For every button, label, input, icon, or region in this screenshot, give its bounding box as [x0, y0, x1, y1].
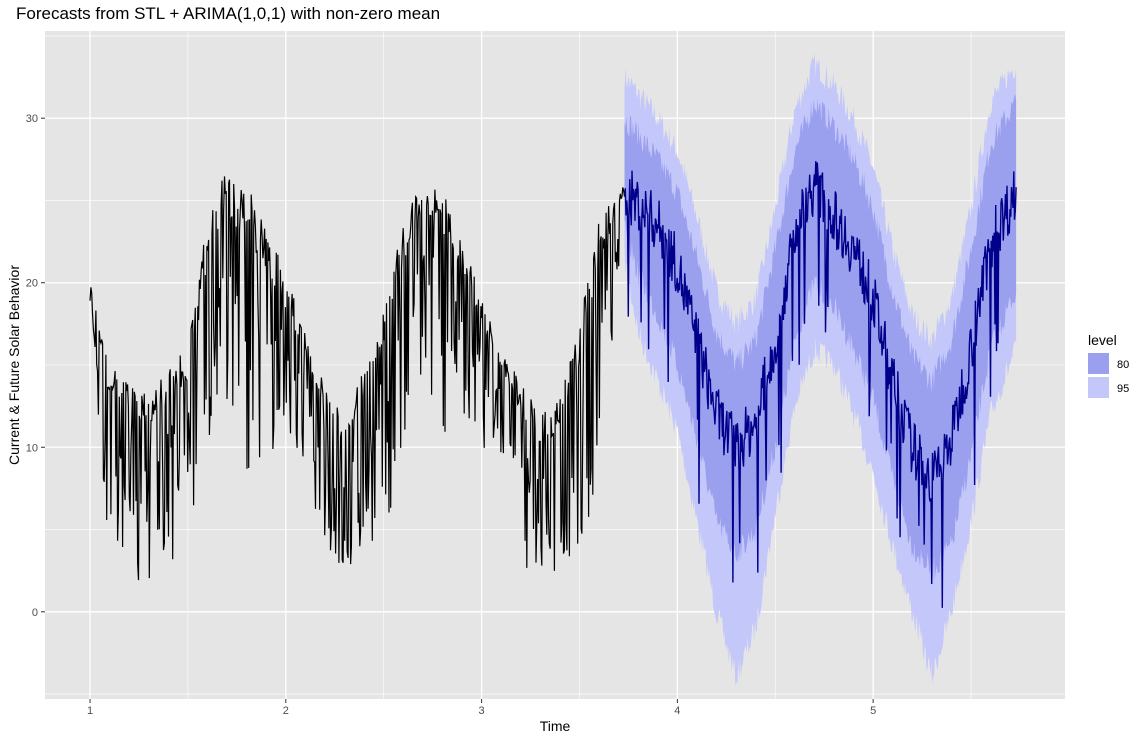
x-tick-label: 2: [283, 705, 289, 717]
axis-ticks: 1 2 3 4 5 0 10 20 30: [26, 113, 876, 717]
legend-label-80: 80: [1117, 359, 1129, 371]
legend-label-95: 95: [1117, 383, 1129, 395]
legend: level 80 95: [1088, 332, 1129, 398]
y-tick-label: 20: [26, 278, 38, 290]
y-tick-label: 0: [32, 607, 38, 619]
history-line: [89, 176, 626, 581]
chart-title: Forecasts from STL + ARIMA(1,0,1) with n…: [16, 4, 441, 23]
x-axis-label: Time: [539, 718, 571, 734]
legend-swatch-95: [1088, 377, 1109, 398]
legend-swatch-80: [1088, 353, 1109, 374]
x-tick-label: 5: [870, 705, 876, 717]
y-tick-label: 10: [26, 442, 38, 454]
x-tick-label: 1: [87, 705, 93, 717]
series-lines: [89, 161, 1017, 608]
x-tick-label: 3: [479, 705, 485, 717]
y-tick-label: 30: [26, 113, 38, 125]
x-tick-label: 4: [674, 705, 680, 717]
legend-title: level: [1088, 332, 1117, 348]
forecast-mean-line: [623, 161, 1017, 608]
